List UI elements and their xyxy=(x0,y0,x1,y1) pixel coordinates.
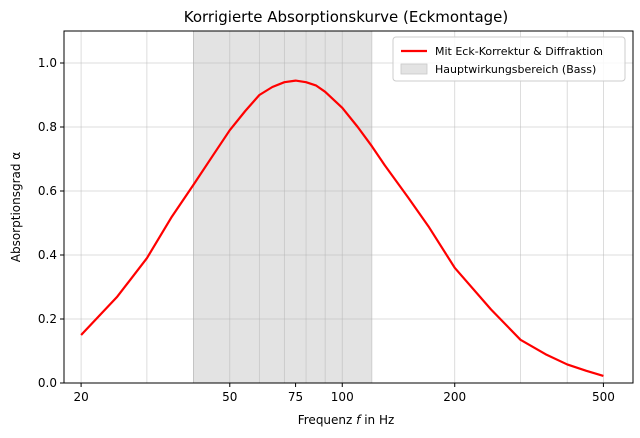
x-axis-label-variable: f xyxy=(356,413,362,427)
x-axis-label-prefix: Frequenz xyxy=(298,413,356,427)
legend-label-series: Mit Eck-Korrektur & Diffraktion xyxy=(435,45,603,58)
plot-area: 20 50 75 100 200 500 0.0 0.2 0.4 0.6 0.8 1.0 Mit Eck… xyxy=(38,30,634,404)
legend-region-swatch xyxy=(400,63,428,75)
x-tick-label: 20 xyxy=(73,390,88,404)
x-tick-label: 50 xyxy=(222,390,237,404)
x-axis-label-suffix: in Hz xyxy=(360,413,394,427)
y-tick-label: 0.6 xyxy=(38,184,57,198)
legend-label-region: Hauptwirkungsbereich (Bass) xyxy=(435,63,596,76)
series-line xyxy=(80,79,604,378)
y-axis-label: Absorptionsgrad α xyxy=(9,152,23,263)
y-tick-label: 1.0 xyxy=(38,56,57,70)
y-tick-label: 0.2 xyxy=(38,312,57,326)
legend: Mit Eck-Korrektur & Diffraktion Hauptwirk… xyxy=(392,36,626,82)
x-tick-label: 500 xyxy=(592,390,615,404)
x-axis-label: Frequenz f in Hz xyxy=(298,413,395,427)
x-tick-label: 200 xyxy=(443,390,466,404)
chart-title: Korrigierte Absorptionskurve (Eckmontage… xyxy=(184,8,509,26)
legend-box xyxy=(392,36,626,82)
x-tick-label: 75 xyxy=(288,390,303,404)
y-tick-label: 0.8 xyxy=(38,120,57,134)
y-tick-label: 0.4 xyxy=(38,248,57,262)
x-tick-label: 100 xyxy=(331,390,354,404)
y-tick-label: 0.0 xyxy=(38,376,57,390)
plot-frame xyxy=(63,30,634,384)
